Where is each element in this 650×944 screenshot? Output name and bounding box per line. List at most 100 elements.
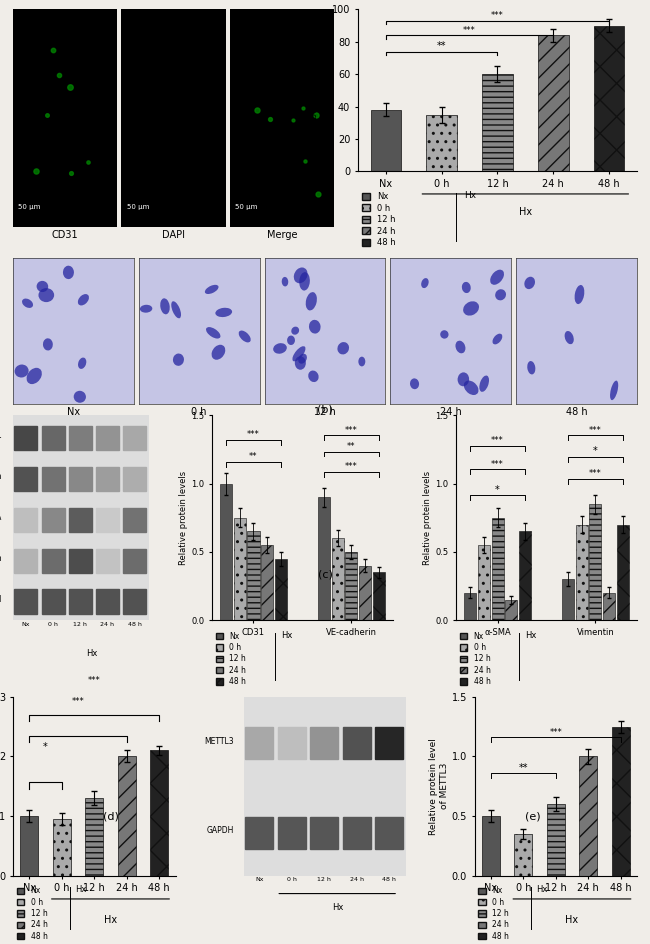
X-axis label: DAPI: DAPI	[162, 230, 185, 240]
Bar	[590, 504, 601, 620]
Legend: Nx, 0 h, 12 h, 24 h, 48 h: Nx, 0 h, 12 h, 24 h, 48 h	[216, 632, 246, 686]
Text: CD31: CD31	[0, 431, 2, 441]
Ellipse shape	[239, 330, 251, 343]
Text: Hx: Hx	[525, 631, 536, 640]
Y-axis label: Relative protein levels: Relative protein levels	[423, 471, 432, 565]
Bar	[220, 483, 232, 620]
Bar	[376, 727, 403, 759]
Ellipse shape	[27, 368, 42, 384]
Text: ***: ***	[549, 728, 562, 736]
Ellipse shape	[309, 320, 320, 333]
Bar	[612, 727, 630, 876]
Bar	[69, 548, 92, 573]
Bar	[123, 466, 146, 491]
Bar	[538, 35, 569, 171]
Text: (c): (c)	[318, 570, 332, 580]
Bar	[318, 497, 330, 620]
Bar	[96, 508, 119, 532]
Ellipse shape	[140, 305, 152, 312]
Ellipse shape	[421, 278, 428, 288]
Ellipse shape	[337, 342, 349, 354]
Bar	[123, 589, 146, 614]
Text: Hx: Hx	[75, 885, 86, 894]
Bar	[579, 756, 597, 876]
Ellipse shape	[298, 354, 307, 363]
Bar	[372, 572, 385, 620]
Text: ***: ***	[463, 25, 476, 35]
Bar	[332, 538, 344, 620]
Text: Hx: Hx	[464, 191, 476, 200]
Text: ***: ***	[247, 430, 260, 439]
Ellipse shape	[14, 364, 29, 378]
Ellipse shape	[294, 267, 307, 283]
Legend: Nx, 0 h, 12 h, 24 h, 48 h: Nx, 0 h, 12 h, 24 h, 48 h	[17, 886, 47, 940]
Ellipse shape	[495, 289, 506, 300]
Bar	[69, 589, 92, 614]
Bar	[278, 817, 306, 849]
Bar	[42, 589, 64, 614]
Text: ***: ***	[72, 697, 84, 706]
Ellipse shape	[281, 277, 288, 286]
Bar	[359, 565, 371, 620]
Ellipse shape	[212, 345, 226, 360]
Text: Hx: Hx	[104, 915, 117, 925]
Bar	[519, 531, 531, 620]
Y-axis label: Numbers of migration
cells: Numbers of migration cells	[310, 41, 329, 140]
Ellipse shape	[291, 327, 299, 335]
Bar	[234, 518, 246, 620]
Bar	[14, 589, 38, 614]
Ellipse shape	[306, 292, 317, 311]
Bar	[464, 593, 476, 620]
Bar	[42, 466, 64, 491]
Text: METTL3: METTL3	[204, 737, 234, 746]
Ellipse shape	[462, 282, 471, 293]
Ellipse shape	[299, 272, 310, 291]
Ellipse shape	[456, 341, 465, 353]
Text: Hx: Hx	[281, 631, 292, 640]
Bar	[562, 580, 574, 620]
Bar	[42, 426, 64, 450]
Text: **: **	[249, 452, 258, 462]
Ellipse shape	[493, 333, 502, 345]
Bar	[370, 110, 401, 171]
X-axis label: CD31: CD31	[52, 230, 79, 240]
Text: (a): (a)	[239, 194, 255, 203]
Bar	[482, 75, 513, 171]
Bar	[311, 817, 338, 849]
Y-axis label: Relative protein level
of METTL3: Relative protein level of METTL3	[429, 738, 448, 834]
Text: Hx: Hx	[519, 207, 532, 217]
Bar	[603, 593, 615, 620]
Ellipse shape	[458, 372, 469, 386]
Bar	[53, 819, 71, 876]
X-axis label: 48 h: 48 h	[566, 407, 588, 417]
Bar	[261, 545, 273, 620]
Bar	[42, 508, 64, 532]
Text: 50 μm: 50 μm	[235, 204, 257, 210]
Bar	[593, 25, 624, 171]
Bar	[576, 525, 588, 620]
Ellipse shape	[308, 371, 318, 382]
Ellipse shape	[38, 288, 54, 302]
Ellipse shape	[292, 346, 306, 362]
Ellipse shape	[43, 338, 53, 350]
X-axis label: 12 h: 12 h	[314, 407, 336, 417]
Text: (e): (e)	[525, 812, 541, 821]
Text: ***: ***	[345, 426, 358, 434]
Text: VE-cadherin: VE-cadherin	[0, 472, 2, 481]
Bar	[246, 727, 273, 759]
Ellipse shape	[22, 298, 33, 308]
Bar	[478, 545, 490, 620]
Y-axis label: Relative protein levels: Relative protein levels	[179, 471, 188, 565]
Bar	[69, 508, 92, 532]
Bar	[343, 727, 370, 759]
Text: α-SMA: α-SMA	[0, 514, 2, 522]
X-axis label: 0 h: 0 h	[192, 407, 207, 417]
Ellipse shape	[173, 353, 184, 366]
Ellipse shape	[78, 358, 86, 369]
Ellipse shape	[73, 391, 86, 403]
X-axis label: 24 h: 24 h	[440, 407, 461, 417]
Bar	[14, 548, 38, 573]
Ellipse shape	[171, 301, 181, 318]
Bar	[505, 599, 517, 620]
Bar	[69, 426, 92, 450]
